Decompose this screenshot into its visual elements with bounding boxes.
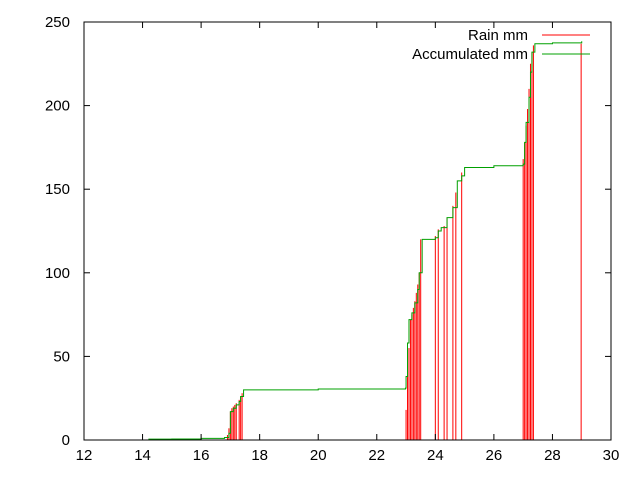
plot-frame (83, 21, 612, 441)
x-tick-label: 12 (76, 447, 93, 464)
legend-label-rain: Rain mm (468, 27, 528, 44)
x-tick-label: 28 (544, 447, 561, 464)
x-tick-label: 14 (134, 447, 151, 464)
x-tick-label: 22 (368, 447, 385, 464)
x-tick-label: 20 (310, 447, 327, 464)
legend-label-accumulated: Accumulated mm (412, 46, 528, 63)
x-tick-label: 26 (486, 447, 503, 464)
y-tick-label: 0 (62, 432, 70, 449)
y-tick-label: 100 (45, 265, 70, 282)
x-tick-label: 24 (427, 447, 444, 464)
y-tick-label: 50 (53, 348, 70, 365)
y-tick-label: 250 (45, 14, 70, 31)
axes-layer: 12 14 16 18 20 22 24 26 28 30 0 50 100 150 200 250 (45, 14, 619, 464)
legend: Rain mm Accumulated mm (412, 27, 590, 63)
series-layer (148, 41, 583, 440)
x-tick-label: 16 (193, 447, 210, 464)
y-tick-label: 200 (45, 98, 70, 115)
x-tick-label: 18 (251, 447, 268, 464)
y-tick-label: 150 (45, 181, 70, 198)
accumulated-line (148, 41, 583, 440)
x-tick-label: 30 (603, 447, 620, 464)
